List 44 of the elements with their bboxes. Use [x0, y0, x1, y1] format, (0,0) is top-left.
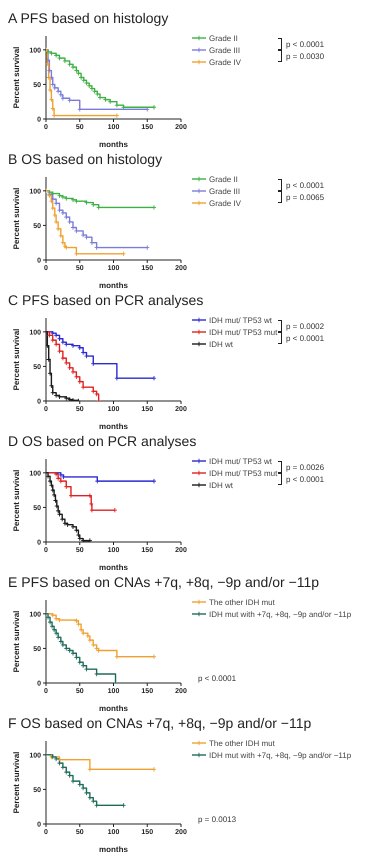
legend-label: IDH mut/ TP53 mut: [209, 468, 278, 478]
chart-title: C PFS based on PCR analyses: [8, 291, 204, 310]
text: p < 0.0001: [286, 40, 324, 48]
legend-label: Grade III: [209, 46, 240, 54]
y-axis-title: Percent survival: [12, 752, 21, 814]
x-axis-title: months: [99, 140, 128, 149]
text: p = 0.0002: [286, 322, 324, 330]
text: p < 0.0001: [286, 474, 324, 484]
y-axis-title: Percent survival: [12, 46, 21, 108]
text: p = 0.0065: [286, 192, 324, 202]
legend-label: IDH mut with +7q, +8q, −9p and/or −11p: [209, 610, 352, 618]
legend-label: IDH mut/ TP53 wt: [209, 456, 272, 466]
x-axis-title: months: [99, 281, 128, 290]
text: p < 0.0001: [198, 674, 236, 683]
text: p < 0.0001: [286, 180, 324, 190]
text: p = 0.0013: [198, 815, 236, 824]
chart-title: B OS based on histology: [8, 150, 164, 169]
chart-title: A PFS based on histology: [8, 9, 170, 28]
y-axis-title: Percent survival: [12, 328, 21, 390]
x-axis-title: months: [99, 563, 128, 572]
x-axis-title: months: [99, 704, 128, 713]
legend-label: Grade III: [209, 186, 240, 196]
legend-label: IDH mut with +7q, +8q, −9p and/or −11p: [209, 750, 352, 760]
legend-label: Grade IV: [209, 58, 242, 66]
legend-label: IDH wt: [209, 480, 233, 490]
legend-label: Grade IV: [209, 198, 242, 208]
text: p = 0.0026: [286, 462, 324, 472]
x-axis-title: months: [99, 422, 128, 431]
chart-title: D OS based on PCR analyses: [8, 432, 198, 451]
text: p < 0.0001: [286, 334, 324, 342]
legend-label: The other IDH mut: [209, 738, 275, 748]
legend-label: IDH mut/ TP53 mut: [209, 328, 278, 336]
y-axis-title: Percent survival: [12, 610, 21, 672]
legend-label: The other IDH mut: [209, 598, 275, 606]
chart-title: E PFS based on CNAs +7q, +8q, −9p and/or −11p: [8, 573, 320, 592]
y-axis-title: Percent survival: [12, 188, 21, 250]
legend-label: Grade II: [209, 174, 238, 184]
legend-label: IDH wt: [209, 340, 233, 348]
x-axis-title: months: [99, 845, 128, 854]
legend-label: Grade II: [209, 34, 238, 42]
text: p = 0.0030: [286, 52, 324, 60]
legend-label: IDH mut/ TP53 wt: [209, 316, 272, 324]
y-axis-title: Percent survival: [12, 470, 21, 532]
chart-title: F OS based on CNAs +7q, +8q, −9p and/or −11p: [8, 714, 312, 733]
